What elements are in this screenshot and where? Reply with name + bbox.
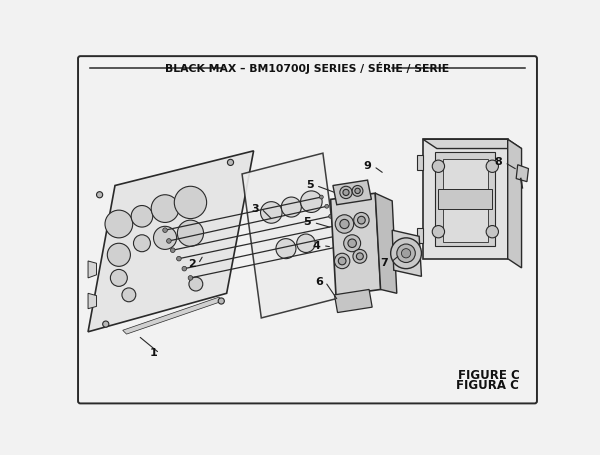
Circle shape xyxy=(218,298,224,304)
Polygon shape xyxy=(417,155,423,170)
Circle shape xyxy=(189,277,203,291)
Circle shape xyxy=(133,235,151,252)
Circle shape xyxy=(182,266,187,271)
Polygon shape xyxy=(516,165,529,182)
Circle shape xyxy=(163,228,167,233)
Circle shape xyxy=(319,195,323,199)
Polygon shape xyxy=(334,289,372,313)
Circle shape xyxy=(354,212,369,228)
Circle shape xyxy=(348,239,356,248)
Circle shape xyxy=(338,257,346,265)
Circle shape xyxy=(151,195,179,222)
Polygon shape xyxy=(443,159,488,242)
Circle shape xyxy=(356,253,364,260)
Circle shape xyxy=(103,321,109,327)
Circle shape xyxy=(110,269,127,286)
Polygon shape xyxy=(508,139,521,268)
Circle shape xyxy=(188,276,193,280)
Circle shape xyxy=(343,189,349,196)
Polygon shape xyxy=(423,139,521,148)
Circle shape xyxy=(170,248,175,253)
Circle shape xyxy=(355,188,360,193)
Text: 2: 2 xyxy=(188,259,196,269)
Text: 5: 5 xyxy=(306,181,314,191)
Circle shape xyxy=(154,226,176,249)
Circle shape xyxy=(358,216,365,224)
Polygon shape xyxy=(439,189,493,208)
Text: 7: 7 xyxy=(380,258,388,268)
Circle shape xyxy=(486,160,499,172)
Text: FIGURE C: FIGURE C xyxy=(458,369,519,382)
Circle shape xyxy=(432,160,445,172)
Circle shape xyxy=(334,253,350,268)
Text: BLACK MAX – BM10700J SERIES / SÉRIE / SERIE: BLACK MAX – BM10700J SERIES / SÉRIE / SE… xyxy=(166,62,449,74)
Polygon shape xyxy=(331,193,380,296)
Circle shape xyxy=(97,192,103,198)
Circle shape xyxy=(344,235,361,252)
Text: 9: 9 xyxy=(364,161,371,171)
Polygon shape xyxy=(123,297,223,334)
Circle shape xyxy=(352,186,363,196)
Text: 8: 8 xyxy=(494,157,502,167)
FancyBboxPatch shape xyxy=(78,56,537,404)
Text: 5: 5 xyxy=(304,217,311,228)
Circle shape xyxy=(174,186,206,218)
Circle shape xyxy=(432,226,445,238)
Polygon shape xyxy=(436,152,496,246)
Circle shape xyxy=(340,186,352,198)
Circle shape xyxy=(227,159,233,166)
Polygon shape xyxy=(242,153,342,318)
Circle shape xyxy=(276,238,296,258)
Circle shape xyxy=(335,223,338,228)
Circle shape xyxy=(107,243,130,266)
Polygon shape xyxy=(417,228,423,243)
Text: 3: 3 xyxy=(251,203,259,213)
Circle shape xyxy=(297,234,315,253)
Circle shape xyxy=(178,220,203,246)
Circle shape xyxy=(486,226,499,238)
Circle shape xyxy=(346,243,349,247)
Circle shape xyxy=(401,248,410,258)
Polygon shape xyxy=(88,293,97,308)
Circle shape xyxy=(122,288,136,302)
Circle shape xyxy=(167,238,171,243)
Circle shape xyxy=(260,202,282,223)
Text: 1: 1 xyxy=(149,349,157,359)
Text: 4: 4 xyxy=(313,241,320,251)
Circle shape xyxy=(329,214,332,218)
Polygon shape xyxy=(88,261,97,278)
Circle shape xyxy=(176,256,181,261)
Text: FIGURA C: FIGURA C xyxy=(457,379,519,392)
Circle shape xyxy=(325,204,329,208)
Circle shape xyxy=(397,244,415,263)
Circle shape xyxy=(353,249,367,263)
Circle shape xyxy=(105,210,133,238)
Polygon shape xyxy=(333,180,371,205)
Circle shape xyxy=(281,197,301,217)
Circle shape xyxy=(391,238,421,268)
Polygon shape xyxy=(88,151,254,332)
Text: 6: 6 xyxy=(315,277,323,287)
Polygon shape xyxy=(423,139,508,258)
Circle shape xyxy=(340,219,349,228)
Circle shape xyxy=(340,233,344,237)
Polygon shape xyxy=(392,230,421,276)
Polygon shape xyxy=(375,193,397,293)
Circle shape xyxy=(335,215,354,233)
Circle shape xyxy=(131,206,153,227)
Circle shape xyxy=(301,191,322,212)
